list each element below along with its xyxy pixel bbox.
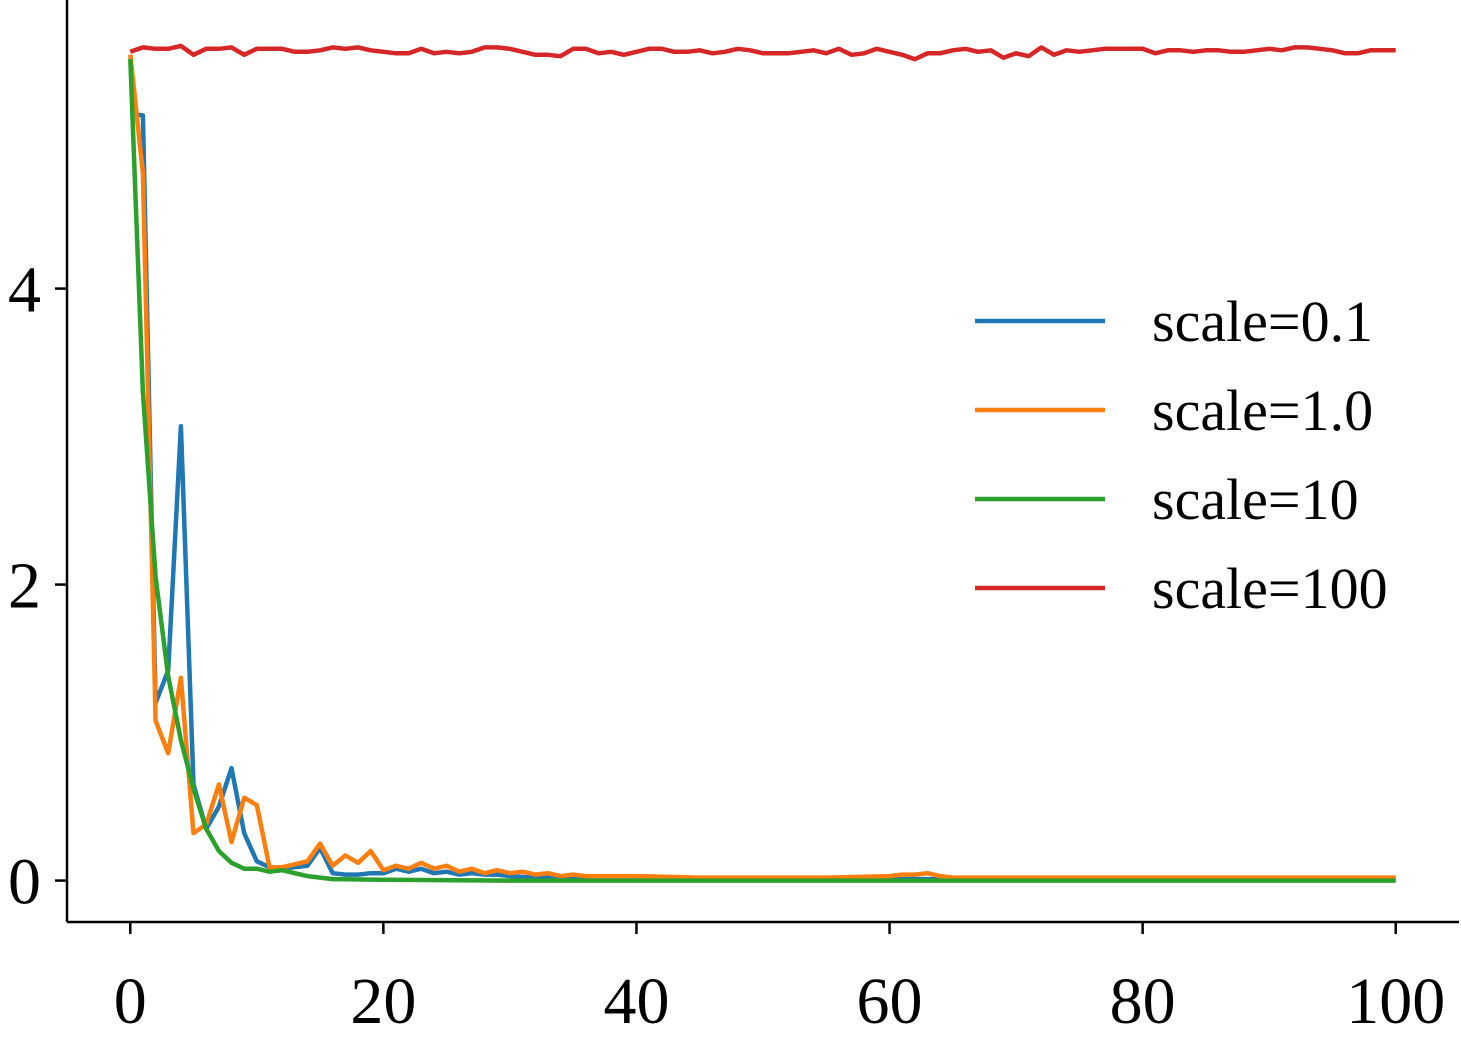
- x-ticks: 0 20 40 60 80 100: [114, 922, 1445, 1038]
- legend-label-3: scale=100: [1152, 556, 1388, 621]
- x-tick-label: 20: [350, 965, 416, 1038]
- y-ticks: 0 2 4: [8, 254, 67, 919]
- x-tick-label: 100: [1346, 965, 1445, 1038]
- x-tick-label: 0: [114, 965, 147, 1038]
- y-tick-label: 2: [8, 550, 41, 623]
- legend: scale=0.1 scale=1.0 scale=10 scale=100: [975, 289, 1388, 621]
- x-tick-label: 40: [603, 965, 669, 1038]
- series-line-1: [128, 54, 1396, 880]
- series-line-2: [128, 59, 1396, 883]
- legend-label-0: scale=0.1: [1152, 289, 1373, 354]
- axes: [65, 0, 1459, 924]
- x-tick-label: 60: [857, 965, 923, 1038]
- series-layer: [128, 43, 1396, 883]
- series-line-3: [129, 43, 1396, 62]
- y-tick-label: 4: [8, 254, 41, 327]
- legend-label-1: scale=1.0: [1152, 378, 1373, 443]
- legend-label-2: scale=10: [1152, 467, 1359, 532]
- x-tick-label: 80: [1110, 965, 1176, 1038]
- y-tick-label: 0: [8, 846, 41, 919]
